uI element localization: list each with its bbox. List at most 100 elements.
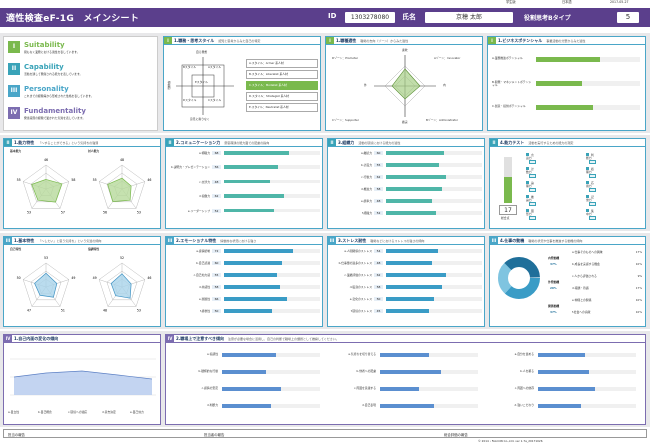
radar-grid	[106, 270, 138, 301]
potential-label: B.開発・マネジメントポテンシャル	[492, 80, 532, 88]
roman-iii-icon: III	[328, 237, 336, 244]
emotional-panel: III 2.エモーショナル特性 情動的な状況における強さ a.感情統制 72 b.自己認…	[165, 236, 323, 327]
total-score-value: 17	[499, 205, 517, 215]
style-box-b: Bスタイル	[183, 65, 197, 69]
radar-value: 55	[17, 178, 21, 182]
ability-test-item: 推論力	[526, 195, 536, 207]
motivation-group-label: 関係動機	[548, 304, 560, 308]
bar-label: d.共感性	[198, 285, 210, 289]
radar-grid	[22, 164, 70, 209]
bar-fill	[224, 297, 288, 301]
zone-label-c: Cゾーン：Supporter	[332, 118, 359, 122]
bar-value: 52	[374, 211, 383, 215]
caution-bar	[380, 404, 478, 408]
bar-track	[224, 249, 320, 253]
roman-i-icon: I	[326, 37, 334, 44]
caution-label: a.協調性	[207, 352, 218, 356]
ability-test-score-box	[529, 216, 536, 221]
zone-axis-left: 外	[364, 83, 367, 87]
motivation-group-label: 外発動機	[548, 280, 560, 284]
bar-value: 48	[374, 261, 383, 265]
bullet-icon	[526, 153, 529, 156]
style-list-item: B.スタイル：Liberalist 系人材	[246, 70, 318, 79]
panel-subtitle: 認知と思考からみた自己の特定	[218, 39, 261, 43]
radar-title-left: 基本能力	[10, 149, 22, 153]
potential-bar-fill	[536, 81, 582, 86]
bar-label: f.環境のストレス	[350, 309, 372, 313]
bar-label: e.統率力	[360, 199, 372, 203]
bar-track	[224, 194, 320, 198]
legend-desc: 発達段階の経験で築かれた気質を表しています。	[24, 116, 86, 120]
panel-title: 1.ビジネスポテンシャル	[498, 38, 543, 43]
motivation-panel: III 4.仕事の動機 職場の状況や仕事を推進する動機の傾向 内発動機 外発動機 関…	[489, 236, 646, 327]
potential-label: C.創意・提供ポテンシャル	[492, 104, 526, 108]
radar-grid	[30, 172, 62, 203]
zone-axis-bottom: 確実	[402, 120, 408, 124]
bar-fill	[224, 285, 280, 289]
panel-title: 1.職務・思考スタイル	[174, 38, 215, 43]
ability-test-score-box	[529, 174, 536, 179]
legend-title: Suitability	[24, 41, 65, 49]
bar-fill	[224, 194, 284, 198]
potential-bar-fill	[536, 57, 601, 62]
id-label: ID	[328, 12, 337, 20]
bar-value: 48	[212, 179, 221, 184]
panel-subtitle: 事業活動の分野からみた適性	[546, 39, 586, 43]
motivation-group-label: 内発動機	[548, 256, 560, 260]
copyright: © 2014 ‹ FALCON Co.,Ltd. ver 1.7a_201710…	[478, 439, 543, 443]
bar-label: e.リーダーシップ	[187, 208, 210, 213]
x-axis-label: a.自立性	[8, 410, 19, 414]
style-list-item: A.スタイル：Armer 系人材	[246, 59, 318, 68]
potential-bar	[536, 81, 640, 86]
style-box-e: Eスタイル	[195, 80, 208, 84]
bar-label: c.行動力	[361, 175, 372, 179]
panel-subtitle: 職場の志向（ゾーン）からみた適性	[360, 39, 409, 43]
type-label: 役割思考Bタイプ	[524, 15, 571, 22]
motivation-group-value: 37%	[550, 262, 557, 266]
caution-bar-fill	[380, 353, 429, 357]
bar-track	[386, 297, 482, 301]
bar-track	[386, 187, 482, 191]
report-date: 2017-05-27	[610, 0, 629, 4]
caution-bar-fill	[380, 404, 434, 408]
radar-value: 55	[93, 178, 97, 182]
total-score-label: 総合点	[501, 216, 510, 220]
bar-value: 58	[374, 187, 383, 191]
motivation-item-label: e.仲間との関係	[572, 298, 592, 302]
bar-track	[224, 208, 320, 213]
caution-bar-fill	[222, 404, 271, 408]
bar-value: 62	[374, 273, 383, 277]
ability-test-item: 図形力	[526, 209, 536, 221]
bar-label: e.楽観性	[198, 297, 210, 301]
ability-test-item: 処理力	[586, 167, 596, 179]
interpersonal-ability-radar: 48 46 53 56 55	[93, 158, 152, 214]
bar-fill	[386, 211, 436, 215]
motivation-group-value: 37%	[550, 310, 557, 314]
bar-label: d.協働力	[198, 194, 210, 199]
bar-fill	[386, 309, 430, 313]
bar-label: d.役割のストレス	[349, 285, 372, 289]
caution-bar	[222, 404, 320, 408]
bar-label: a.傾聴力	[199, 151, 210, 155]
ability-test-item: 計数力	[526, 167, 536, 179]
style-axis-bottom: 意見に寄りなく	[190, 117, 210, 121]
panel-subtitle: 職場の状況や仕事を推進する動機の傾向	[528, 239, 583, 243]
caution-bar-fill	[222, 353, 276, 357]
bar-value: 58	[374, 285, 383, 289]
ability-test-score-box	[589, 202, 596, 207]
bar-track	[386, 163, 482, 167]
roman-iii-icon: III	[166, 237, 174, 244]
bar-value: 72	[212, 249, 221, 253]
header-bar: 適性検査eF-1G メインシート ID 1303278080 氏名 京穂 太郎 …	[0, 8, 650, 27]
bar-track	[224, 309, 320, 313]
radar-area	[31, 179, 63, 203]
bar-fill	[224, 165, 278, 169]
bullet-icon	[586, 195, 589, 198]
legend-title: Fundamentality	[24, 107, 86, 115]
caution-bar	[538, 387, 636, 391]
bar-label: f.柔軟性	[199, 309, 210, 313]
ability-test-label: 応用力	[586, 181, 594, 189]
name-value: 京穂 太郎	[425, 12, 513, 23]
caution-bar	[538, 404, 636, 408]
roman-ii-icon: II	[8, 63, 20, 75]
